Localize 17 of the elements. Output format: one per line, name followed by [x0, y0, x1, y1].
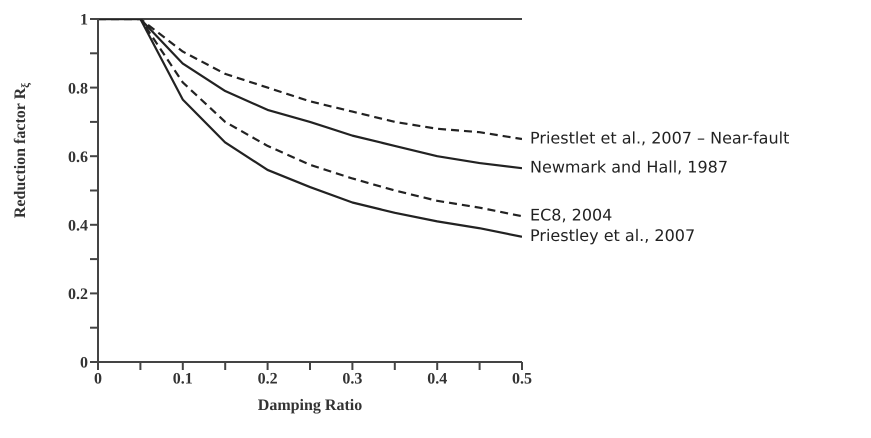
x-axis-title: Damping Ratio: [258, 397, 362, 414]
series-label: Priestley et al., 2007: [530, 226, 696, 246]
series-label: Priestlet et al., 2007 – Near-fault: [530, 128, 790, 148]
x-tick-label: 0.5: [512, 370, 532, 388]
y-tick-label: 1: [80, 12, 88, 29]
x-tick-label: 0: [94, 370, 102, 388]
series-label: EC8, 2004: [530, 206, 612, 225]
y-tick-label: 0.4: [68, 217, 88, 234]
y-tick-label: 0.8: [68, 80, 88, 98]
y-tick-label: 0: [80, 354, 88, 372]
y-tick-label: 0.6: [68, 148, 88, 166]
x-tick-label: 0.1: [172, 370, 193, 388]
x-tick-label: 0.3: [342, 370, 362, 388]
y-tick-label: 0.2: [68, 286, 88, 304]
series-label: Newmark and Hall, 1987: [530, 158, 728, 177]
x-tick-label: 0.4: [427, 370, 448, 388]
x-tick-label: 0.2: [258, 370, 278, 388]
